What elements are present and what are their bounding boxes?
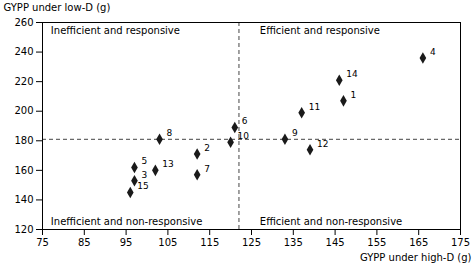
svg-text:140: 140: [14, 194, 33, 205]
svg-text:6: 6: [242, 116, 248, 126]
svg-text:105: 105: [158, 237, 177, 248]
svg-text:15: 15: [137, 181, 148, 191]
svg-text:4: 4: [430, 47, 436, 57]
svg-text:3: 3: [141, 170, 147, 180]
svg-text:10: 10: [238, 131, 250, 141]
svg-text:135: 135: [284, 237, 303, 248]
svg-text:12: 12: [317, 139, 328, 149]
svg-text:9: 9: [292, 128, 298, 138]
svg-text:200: 200: [14, 105, 33, 116]
svg-text:2: 2: [204, 143, 210, 153]
svg-text:8: 8: [167, 128, 173, 138]
svg-text:1: 1: [350, 90, 356, 100]
svg-text:5: 5: [141, 156, 147, 166]
svg-text:160: 160: [14, 165, 33, 176]
svg-text:115: 115: [200, 237, 219, 248]
svg-text:120: 120: [14, 224, 33, 235]
svg-text:240: 240: [14, 46, 33, 57]
svg-text:14: 14: [346, 69, 358, 79]
svg-text:Efficient and non-responsive: Efficient and non-responsive: [260, 216, 402, 227]
svg-text:175: 175: [451, 237, 470, 248]
svg-text:Inefficient and responsive: Inefficient and responsive: [51, 25, 180, 36]
svg-text:180: 180: [14, 135, 33, 146]
svg-text:95: 95: [120, 237, 133, 248]
svg-text:75: 75: [36, 237, 49, 248]
svg-text:GYPP under high-D (g): GYPP under high-D (g): [360, 252, 472, 263]
svg-text:13: 13: [162, 159, 173, 169]
svg-text:165: 165: [409, 237, 428, 248]
svg-text:85: 85: [78, 237, 91, 248]
svg-text:11: 11: [309, 102, 320, 112]
svg-text:145: 145: [326, 237, 345, 248]
svg-text:7: 7: [204, 164, 210, 174]
svg-text:Inefficient and non-responsive: Inefficient and non-responsive: [51, 216, 202, 227]
svg-text:220: 220: [14, 76, 33, 87]
svg-text:155: 155: [367, 237, 386, 248]
svg-text:GYPP under low-D (g): GYPP under low-D (g): [4, 2, 111, 13]
svg-text:Efficient and responsive: Efficient and responsive: [260, 25, 380, 36]
svg-text:260: 260: [14, 17, 33, 28]
svg-text:125: 125: [242, 237, 261, 248]
